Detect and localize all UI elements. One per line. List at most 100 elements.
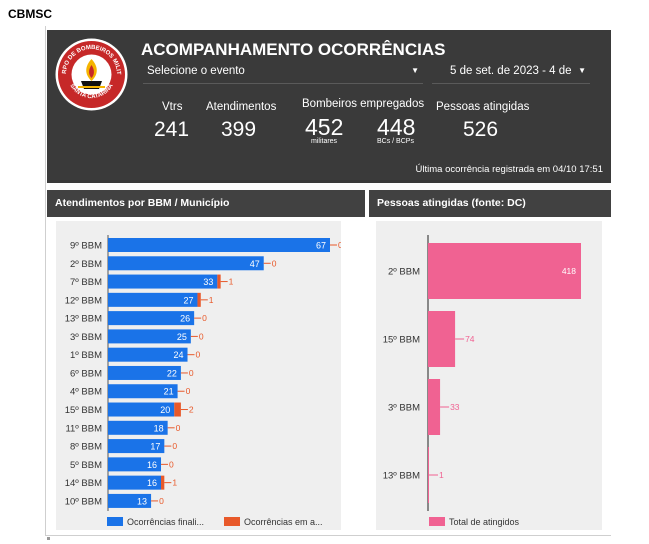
bar-finalizadas-7-bbm [108,274,218,289]
bar-finalizadas-9-bbm [108,238,330,252]
caret-down-icon: ▼ [578,66,586,75]
bar-em-andamento-12-bbm [197,292,201,307]
bbm-panel-title: Atendimentos por BBM / Município [47,190,365,217]
data-label-atingidos-3-bbm: 33 [450,402,460,412]
legend-swatch-total-atingidos [429,517,445,526]
bbm-tick-label-14-bbm: 14º BBM [65,478,102,489]
data-label-finalizadas-1-bbm: 24 [174,350,184,360]
data-label-em-andamento-10-bbm: 0 [159,496,164,506]
data-label-finalizadas-10-bbm: 13 [137,496,147,506]
kpi-atendimentos-value: 399 [221,118,257,141]
legend-item-finalizadas[interactable]: Ocorrências finali... [107,517,204,527]
kpi-vtrs-label: Vtrs [162,101,183,113]
data-label-finalizadas-13-bbm: 26 [180,314,190,324]
bbm-tick-label-11-bbm: 11º BBM [65,423,102,434]
date-range-picker[interactable]: 5 de set. de 2023 - 4 de ▼ [432,60,590,84]
app-title: CBMSC [8,7,52,21]
bar-finalizadas-4-bbm [108,384,178,399]
legend-label-em-andamento: Ocorrências em a... [244,517,323,527]
bbm-tick-label-5-bbm: 5º BBM [70,460,102,471]
data-label-em-andamento-2-bbm: 0 [272,258,277,268]
bbm-tick-label-15-bbm: 15º BBM [65,405,102,416]
last-update-text: Última ocorrência registrada em 04/10 17… [415,164,603,175]
kpi-pessoas-label: Pessoas atingidas [436,101,530,113]
kpi-bombeiros-bcs-value: 448 [377,114,416,140]
data-label-em-andamento-11-bbm: 0 [176,423,181,433]
bar-finalizadas-10-bbm [108,493,152,508]
data-label-em-andamento-5-bbm: 0 [169,459,174,469]
bar-finalizadas-3-bbm [108,329,191,344]
people-chart-panel: 2º BBM 418 15º BBM 74 3º BBM 33 13º BBM 1 Total… [376,221,602,530]
bar-finalizadas-8-bbm [108,439,165,454]
caret-down-icon: ▼ [411,66,419,75]
kpi-bombeiros-militares-value: 452 [305,114,344,140]
bar-atingidos-15-bbm [428,311,456,367]
bar-finalizadas-15-bbm [108,402,175,417]
bbm-tick-label-1-bbm: 1º BBM [70,350,102,361]
people-tick-label-2-bbm: 2º BBM [388,267,420,278]
people-tick-label-3-bbm: 3º BBM [388,403,420,414]
people-tick-label-15-bbm: 15º BBM [383,335,420,346]
drag-handle-icon [47,537,50,540]
event-select[interactable]: Selecione o evento ▼ [143,60,423,84]
legend-swatch-em-andamento [224,517,240,526]
legend-item-total-atingidos[interactable]: Total de atingidos [429,517,519,527]
legend-label-total-atingidos: Total de atingidos [449,517,520,527]
data-label-finalizadas-5-bbm: 16 [147,460,157,470]
dashboard-title: ACOMPANHAMENTO OCORRÊNCIAS [141,40,446,59]
bar-em-andamento-14-bbm [161,475,165,490]
data-label-finalizadas-7-bbm: 33 [203,277,213,287]
bar-finalizadas-11-bbm [108,420,168,435]
bbm-tick-label-12-bbm: 12º BBM [65,295,102,306]
people-bar-chart: 2º BBM 418 15º BBM 74 3º BBM 33 13º BBM 1 [383,235,581,511]
data-label-em-andamento-7-bbm: 1 [229,277,234,287]
data-label-em-andamento-13-bbm: 0 [202,313,207,323]
legend-item-em-andamento[interactable]: Ocorrências em a... [224,517,323,527]
data-label-em-andamento-9-bbm: 0 [338,240,341,250]
data-label-atingidos-2-bbm: 418 [562,266,576,276]
bbm-tick-label-9-bbm: 9º BBM [70,241,102,252]
kpi-vtrs-value: 241 [154,118,190,141]
data-label-finalizadas-14-bbm: 16 [147,478,157,488]
cbmsc-logo-icon: CORPO DE BOMBEIROS MILITAR SANTA CATARIN… [54,37,128,111]
kpi-bombeiros-label: Bombeiros empregados [302,98,425,110]
data-label-finalizadas-15-bbm: 20 [160,405,170,415]
bbm-tick-label-3-bbm: 3º BBM [70,332,102,343]
data-label-finalizadas-12-bbm: 27 [183,295,193,305]
data-label-atingidos-13-bbm: 1 [439,470,444,480]
bar-em-andamento-15-bbm [174,402,181,417]
bar-finalizadas-6-bbm [108,365,181,380]
data-label-finalizadas-11-bbm: 18 [154,423,164,433]
people-tick-label-13-bbm: 13º BBM [383,471,420,482]
dashboard-header: CORPO DE BOMBEIROS MILITAR SANTA CATARIN… [47,30,611,183]
data-label-em-andamento-14-bbm: 1 [172,478,177,488]
legend-swatch-finalizadas [107,517,123,526]
dashboard-frame [45,26,611,536]
data-label-finalizadas-8-bbm: 17 [150,442,160,452]
bar-finalizadas-2-bbm [108,256,264,271]
bbm-chart-panel: 9º BBM 67 0 2º BBM 47 0 7º BBM 33 1 12º BBM 27 1 13º… [56,221,341,530]
bar-atingidos-3-bbm [428,379,441,435]
data-label-em-andamento-4-bbm: 0 [186,386,191,396]
data-label-em-andamento-3-bbm: 0 [199,331,204,341]
data-label-em-andamento-6-bbm: 0 [189,368,194,378]
data-label-em-andamento-12-bbm: 1 [209,295,214,305]
legend-label-finalizadas: Ocorrências finali... [127,517,205,527]
kpi-atendimentos-label: Atendimentos [206,101,277,113]
data-label-em-andamento-15-bbm: 2 [189,405,194,415]
bbm-tick-label-7-bbm: 7º BBM [70,277,102,288]
data-label-finalizadas-9-bbm: 67 [316,241,326,251]
bar-finalizadas-1-bbm [108,347,188,362]
data-label-finalizadas-3-bbm: 25 [177,332,187,342]
kpi-bombeiros-bcs-sub: BCs / BCPs [377,138,414,145]
bar-finalizadas-13-bbm [108,311,195,326]
data-label-finalizadas-2-bbm: 47 [250,259,260,269]
bbm-tick-label-8-bbm: 8º BBM [70,442,102,453]
bbm-tick-label-10-bbm: 10º BBM [65,496,102,507]
bbm-tick-label-4-bbm: 4º BBM [70,387,102,398]
people-panel-title: Pessoas atingidas (fonte: DC) [369,190,611,217]
data-label-em-andamento-8-bbm: 0 [172,441,177,451]
data-label-finalizadas-6-bbm: 22 [167,368,177,378]
data-label-em-andamento-1-bbm: 0 [196,350,201,360]
